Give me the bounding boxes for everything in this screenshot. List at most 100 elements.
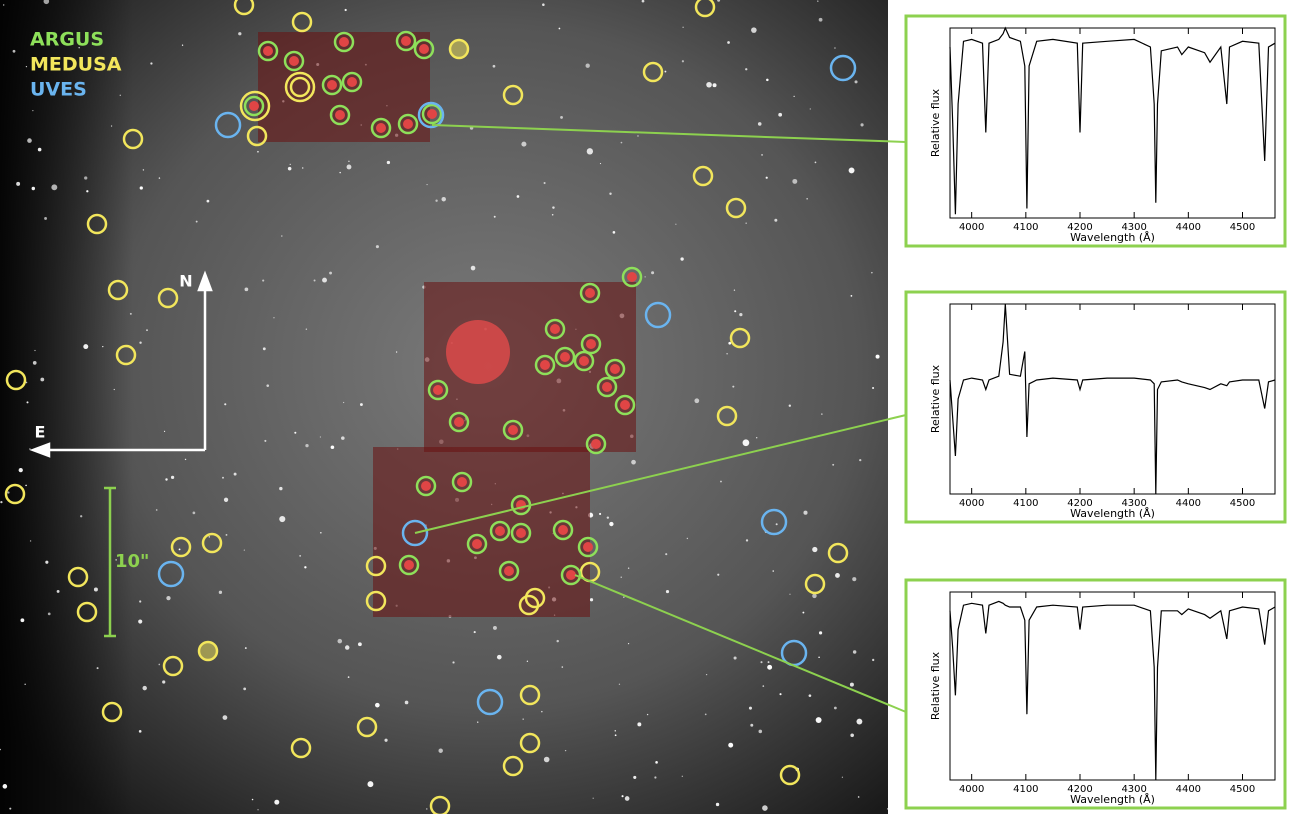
star <box>24 684 25 685</box>
star <box>609 522 613 526</box>
star <box>842 777 843 778</box>
star <box>279 516 285 522</box>
star <box>727 41 730 44</box>
argus-fiber <box>263 46 273 56</box>
argus-fiber <box>433 385 443 395</box>
star <box>299 555 301 557</box>
star <box>716 803 719 806</box>
star <box>94 588 98 592</box>
star <box>687 538 688 539</box>
star <box>171 476 174 479</box>
star <box>521 142 526 147</box>
argus-fiber <box>504 566 514 576</box>
star <box>40 378 44 382</box>
star <box>760 661 762 663</box>
star <box>347 165 352 170</box>
star <box>778 113 782 117</box>
star <box>593 798 594 799</box>
star <box>57 590 60 593</box>
x-axis-label: Wavelength (Å) <box>1070 231 1155 244</box>
star <box>45 561 48 564</box>
compass-label: N <box>179 272 192 291</box>
star <box>812 594 816 598</box>
star <box>294 432 296 434</box>
star <box>767 665 772 670</box>
star <box>339 172 340 173</box>
x-tick-label: 4100 <box>1013 498 1038 509</box>
star <box>675 224 676 225</box>
y-axis-label: Relative flux <box>929 651 942 720</box>
star <box>120 95 121 96</box>
star <box>243 688 246 691</box>
star <box>851 295 853 297</box>
argus-fiber <box>339 37 349 47</box>
star <box>633 776 636 779</box>
star <box>139 341 141 343</box>
argus-fiber <box>591 439 601 449</box>
star <box>84 176 87 179</box>
star <box>815 162 817 164</box>
star <box>750 724 753 727</box>
star <box>159 177 160 178</box>
x-tick-label: 4400 <box>1176 784 1201 795</box>
argus-fiber <box>560 352 570 362</box>
panel-frame <box>906 292 1285 522</box>
star <box>517 195 520 198</box>
star <box>376 245 379 248</box>
star <box>587 148 593 154</box>
star <box>263 347 266 350</box>
star <box>774 219 777 222</box>
star <box>130 313 132 315</box>
star <box>329 272 332 275</box>
star <box>29 448 30 449</box>
star <box>739 313 742 316</box>
star <box>887 808 889 810</box>
star <box>779 693 781 695</box>
star <box>745 222 746 223</box>
star <box>809 694 812 697</box>
star <box>245 647 247 649</box>
star <box>360 403 363 406</box>
star <box>150 62 152 64</box>
star <box>86 190 88 192</box>
star <box>680 257 683 260</box>
star <box>523 718 524 719</box>
star <box>264 440 266 442</box>
argus-fiber <box>602 382 612 392</box>
star <box>871 272 873 274</box>
star <box>343 402 344 403</box>
x-axis-label: Wavelength (Å) <box>1070 507 1155 520</box>
star <box>541 711 543 713</box>
argus-fiber <box>249 101 259 111</box>
argus-fiber <box>404 560 414 570</box>
star <box>219 591 222 594</box>
star <box>728 342 731 345</box>
star <box>33 361 37 365</box>
argus-fiber <box>540 360 550 370</box>
star <box>621 142 623 144</box>
star <box>262 280 264 282</box>
star <box>387 161 390 164</box>
star <box>623 596 625 598</box>
star <box>713 83 717 87</box>
star <box>142 686 146 690</box>
star <box>819 18 823 22</box>
x-axis-label: Wavelength (Å) <box>1070 793 1155 806</box>
star <box>207 200 210 203</box>
star <box>166 596 170 600</box>
star <box>651 271 654 274</box>
star <box>622 795 624 797</box>
star <box>38 148 42 152</box>
argus-fiber <box>516 528 526 538</box>
medusa-target <box>199 642 217 660</box>
star <box>322 278 327 283</box>
star <box>625 796 630 801</box>
star <box>615 730 616 731</box>
star <box>314 280 316 282</box>
star <box>257 809 258 810</box>
star <box>542 3 545 6</box>
star <box>493 626 497 630</box>
star <box>544 757 550 763</box>
argus-fiber <box>508 425 518 435</box>
star <box>320 436 321 437</box>
